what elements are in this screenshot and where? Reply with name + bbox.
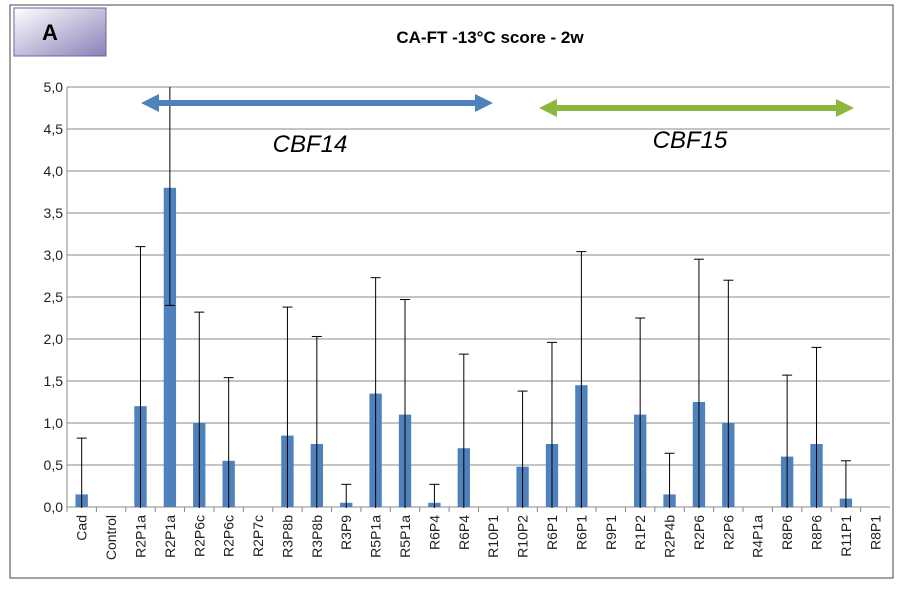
x-tick-label: R6P1: [544, 515, 560, 550]
x-tick-label: R5P1a: [397, 515, 413, 558]
x-tick-label: R3P8b: [309, 515, 325, 558]
y-tick-label: 1,0: [44, 415, 64, 431]
y-tick-label: 3,5: [44, 205, 64, 221]
x-tick-label: R1P2: [632, 515, 648, 550]
y-tick-label: 2,0: [44, 331, 64, 347]
y-tick-label: 4,0: [44, 163, 64, 179]
x-tick-label: R3P9: [338, 515, 354, 550]
x-tick-label: R2P4b: [662, 515, 678, 558]
x-tick-label: R10P2: [515, 515, 531, 558]
x-tick-label: R2P6: [691, 515, 707, 550]
x-tick-label: R8P6: [779, 515, 795, 550]
bar: [163, 187, 177, 508]
x-tick-label: R8P1: [867, 515, 883, 550]
x-tick-label: R6P1: [573, 515, 589, 550]
chart-title: CA-FT -13°C score - 2w: [396, 28, 584, 47]
y-tick-label: 3,0: [44, 247, 64, 263]
x-tick-label: R3P8b: [279, 515, 295, 558]
x-tick-label: R2P7c: [250, 515, 266, 557]
error-bars: [76, 87, 851, 508]
panel-box: [13, 7, 107, 57]
x-tick-label: R4P1a: [750, 515, 766, 558]
x-tick-label: R2P6: [720, 515, 736, 550]
y-tick-label: 1,5: [44, 373, 64, 389]
annotation: CBF14: [273, 131, 348, 158]
x-tick-label: R2P6c: [221, 515, 237, 557]
x-tick-label: R10P1: [485, 515, 501, 558]
y-tick-label: 2,5: [44, 289, 64, 305]
x-tick-label: R2P1a: [162, 515, 178, 558]
x-tick-label: R2P6c: [191, 515, 207, 557]
x-tick-label: R9P1: [603, 515, 619, 550]
x-tick-label: R6P4: [456, 515, 472, 550]
x-tick-label: Control: [103, 515, 119, 560]
y-tick-label: 0,5: [44, 457, 64, 473]
x-tick-label: R5P1a: [368, 515, 384, 558]
x-tick-label: R2P1a: [132, 515, 148, 558]
panel-label: A: [42, 20, 58, 45]
x-tick-label: Cad: [74, 515, 90, 541]
x-tick-label: R6P4: [426, 515, 442, 550]
y-tick-label: 5,0: [44, 79, 64, 95]
x-tick-label: R11P1: [838, 515, 854, 557]
annotation: CBF15: [653, 127, 728, 154]
y-tick-label: 4,5: [44, 121, 64, 137]
y-tick-label: 0,0: [44, 499, 64, 515]
x-tick-label: R8P6: [809, 515, 825, 550]
